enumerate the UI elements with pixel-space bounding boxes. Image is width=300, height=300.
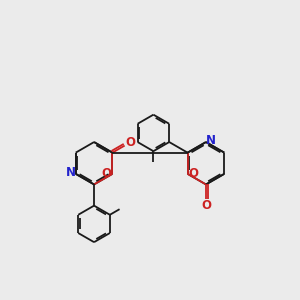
Text: O: O [201, 199, 211, 212]
Text: O: O [188, 167, 199, 180]
Text: N: N [206, 134, 216, 147]
Text: O: O [101, 167, 112, 180]
Text: N: N [65, 166, 75, 179]
Text: O: O [125, 136, 135, 149]
